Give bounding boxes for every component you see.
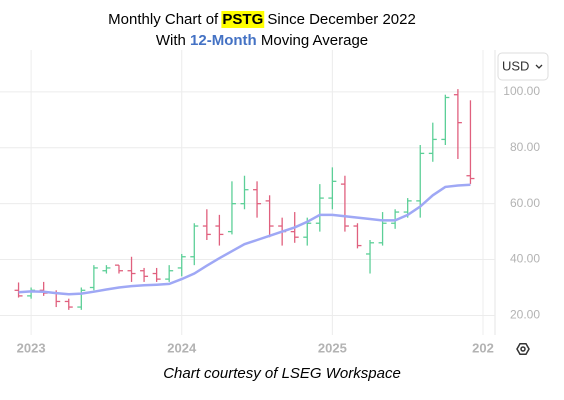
x-tick-label: 2024	[167, 340, 197, 355]
chevron-icon	[535, 64, 543, 69]
y-tick-label: 20.00	[510, 308, 540, 322]
title-text: Since December 2022	[263, 11, 416, 28]
chart-title: Monthly Chart of PSTG Since December 202…	[108, 11, 416, 28]
x-tick-label: 2023	[17, 340, 46, 355]
subtitle-highlight: 12-Month	[190, 32, 257, 49]
subtitle-text: Moving Average	[257, 32, 368, 49]
settings-icon-center	[520, 346, 526, 352]
currency-label: USD	[502, 58, 529, 73]
title-text: Monthly Chart of	[108, 11, 222, 28]
y-tick-label: 40.00	[510, 252, 540, 266]
caption: Chart courtesy of LSEG Workspace	[163, 365, 401, 382]
x-tick-label: 202	[472, 340, 494, 355]
ticker: PSTG	[222, 11, 263, 28]
moving-average-line	[18, 183, 471, 296]
y-tick-label: 60.00	[510, 196, 540, 210]
subtitle-text: With	[156, 32, 190, 49]
ticker-highlight	[221, 10, 265, 28]
chart-subtitle: With 12-Month Moving Average	[156, 32, 368, 49]
y-tick-label: 100.00	[503, 84, 540, 98]
plot-area	[0, 50, 495, 335]
x-tick-label: 2025	[318, 340, 347, 355]
currency-button[interactable]	[497, 52, 549, 81]
settings-icon[interactable]	[516, 343, 530, 355]
y-tick-label: 80.00	[510, 140, 540, 154]
